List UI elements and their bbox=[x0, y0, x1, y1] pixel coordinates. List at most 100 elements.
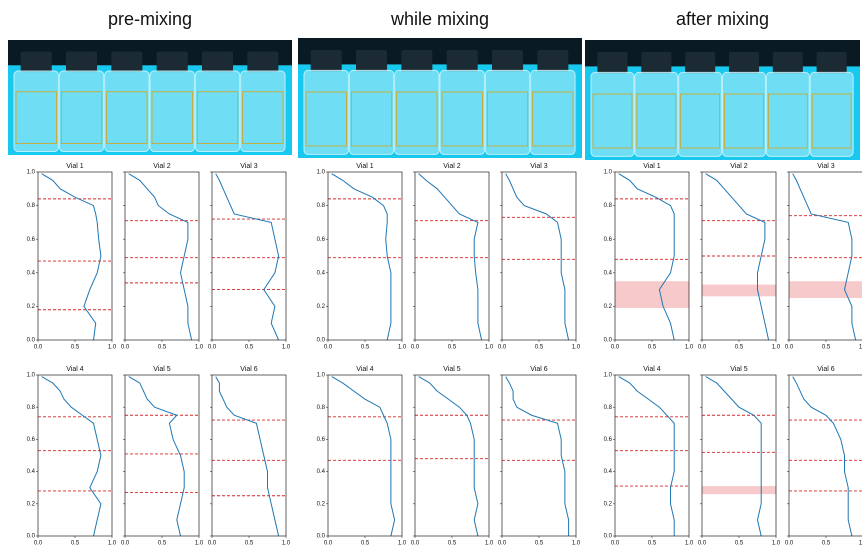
vial bbox=[723, 72, 766, 156]
x-tick-label: 0.0 bbox=[324, 541, 333, 547]
subplot-title: Vial 6 bbox=[530, 366, 547, 373]
x-tick-label: 1.0 bbox=[685, 345, 694, 351]
vial-cap bbox=[817, 52, 847, 74]
plot-area bbox=[615, 172, 689, 340]
x-tick-label: 0.5 bbox=[648, 345, 657, 351]
x-tick-label: 0.0 bbox=[34, 345, 43, 351]
x-tick-label: 0.0 bbox=[698, 541, 707, 547]
x-tick-label: 0.0 bbox=[785, 541, 794, 547]
x-tick-label: 1.0 bbox=[685, 541, 694, 547]
subplot-title: Vial 3 bbox=[530, 163, 547, 170]
y-tick-label: 0.4 bbox=[317, 270, 326, 276]
subplot-title: Vial 6 bbox=[240, 366, 257, 373]
subplot-title: Vial 6 bbox=[817, 366, 834, 373]
vial-cap bbox=[202, 52, 233, 73]
subplot-title: Vial 1 bbox=[356, 163, 373, 170]
y-tick-label: 1.0 bbox=[27, 170, 36, 176]
y-tick-label: 0.2 bbox=[604, 304, 613, 310]
x-tick-label: 0.5 bbox=[361, 541, 370, 547]
vial-cap bbox=[111, 52, 142, 73]
subplot-title: Vial 2 bbox=[730, 163, 747, 170]
x-tick-label: 0.5 bbox=[535, 345, 544, 351]
subplot-title: Vial 4 bbox=[643, 366, 660, 373]
y-tick-label: 0.4 bbox=[317, 469, 326, 475]
x-tick-label: 1.0 bbox=[282, 345, 291, 351]
x-tick-label: 0.0 bbox=[34, 541, 43, 547]
subplot-title: Vial 3 bbox=[817, 163, 834, 170]
x-tick-label: 0.0 bbox=[411, 541, 420, 547]
x-tick-label: 1.0 bbox=[772, 345, 781, 351]
y-tick-label: 1.0 bbox=[27, 373, 36, 379]
vial bbox=[304, 70, 348, 154]
x-tick-label: 0.0 bbox=[208, 345, 217, 351]
x-tick-label: 1.0 bbox=[398, 541, 407, 547]
y-tick-label: 0.4 bbox=[604, 270, 613, 276]
subplot-title: Vial 5 bbox=[153, 366, 170, 373]
x-tick-label: 0.0 bbox=[121, 345, 130, 351]
x-tick-label: 0.5 bbox=[735, 345, 744, 351]
vial-cap bbox=[311, 50, 342, 72]
x-tick-label: 0.0 bbox=[785, 345, 794, 351]
x-tick-label: 1.0 bbox=[485, 541, 494, 547]
subplot-title: Vial 5 bbox=[730, 366, 747, 373]
vial bbox=[531, 70, 575, 154]
plot-area bbox=[212, 172, 286, 340]
panel-title: while mixing bbox=[390, 9, 489, 29]
y-tick-label: 1.0 bbox=[317, 170, 326, 176]
y-tick-label: 0.0 bbox=[27, 338, 36, 344]
x-tick-label: 0.5 bbox=[735, 541, 744, 547]
y-tick-label: 1.0 bbox=[317, 373, 326, 379]
y-tick-label: 0.0 bbox=[604, 338, 613, 344]
y-tick-label: 0.4 bbox=[27, 270, 36, 276]
vial-cap bbox=[492, 50, 523, 72]
x-tick-label: 1.0 bbox=[572, 541, 581, 547]
y-tick-label: 0.2 bbox=[27, 501, 36, 507]
y-tick-label: 0.2 bbox=[27, 304, 36, 310]
vial bbox=[679, 72, 722, 156]
plot-area bbox=[125, 375, 199, 536]
x-tick-label: 0.0 bbox=[411, 345, 420, 351]
vial-cap bbox=[157, 52, 188, 73]
x-tick-label: 1.0 bbox=[108, 345, 117, 351]
x-tick-label: 0.5 bbox=[535, 541, 544, 547]
y-tick-label: 0.2 bbox=[317, 304, 326, 310]
x-tick-label: 0.5 bbox=[158, 541, 167, 547]
highlight-band bbox=[702, 285, 776, 297]
x-tick-label: 0.5 bbox=[822, 345, 831, 351]
x-tick-label: 0.5 bbox=[361, 345, 370, 351]
x-tick-label: 1.0 bbox=[772, 541, 781, 547]
vial bbox=[485, 70, 529, 154]
vial-cap bbox=[66, 52, 97, 73]
x-tick-label: 0.0 bbox=[698, 345, 707, 351]
y-tick-label: 0.8 bbox=[27, 405, 36, 411]
y-tick-label: 0.8 bbox=[27, 203, 36, 209]
panel-title: after mixing bbox=[676, 9, 769, 29]
panel-title: pre-mixing bbox=[108, 9, 192, 29]
y-tick-label: 0.0 bbox=[604, 534, 613, 540]
vial-cap bbox=[773, 52, 803, 74]
x-tick-label: 1.0 bbox=[282, 541, 291, 547]
x-tick-label: 0.0 bbox=[611, 345, 620, 351]
x-tick-label: 0.0 bbox=[121, 541, 130, 547]
y-tick-label: 0.6 bbox=[604, 437, 613, 443]
y-tick-label: 0.8 bbox=[317, 405, 326, 411]
y-tick-label: 0.8 bbox=[604, 405, 613, 411]
y-tick-label: 0.0 bbox=[317, 338, 326, 344]
vial bbox=[440, 70, 484, 154]
y-tick-label: 0.4 bbox=[27, 469, 36, 475]
vial bbox=[395, 70, 439, 154]
vial-cap bbox=[729, 52, 759, 74]
vial-cap bbox=[537, 50, 568, 72]
x-tick-label: 0.5 bbox=[71, 541, 80, 547]
plot-area bbox=[789, 375, 862, 536]
plot-area bbox=[702, 375, 776, 536]
vial-cap bbox=[641, 52, 671, 74]
x-tick-label: 1.0 bbox=[195, 345, 204, 351]
x-tick-label: 1.0 bbox=[195, 541, 204, 547]
vial-cap bbox=[401, 50, 432, 72]
subplot-title: Vial 1 bbox=[643, 163, 660, 170]
subplot-title: Vial 2 bbox=[153, 163, 170, 170]
y-tick-label: 0.6 bbox=[27, 437, 36, 443]
x-tick-label: 0.0 bbox=[498, 345, 507, 351]
vial bbox=[810, 72, 853, 156]
